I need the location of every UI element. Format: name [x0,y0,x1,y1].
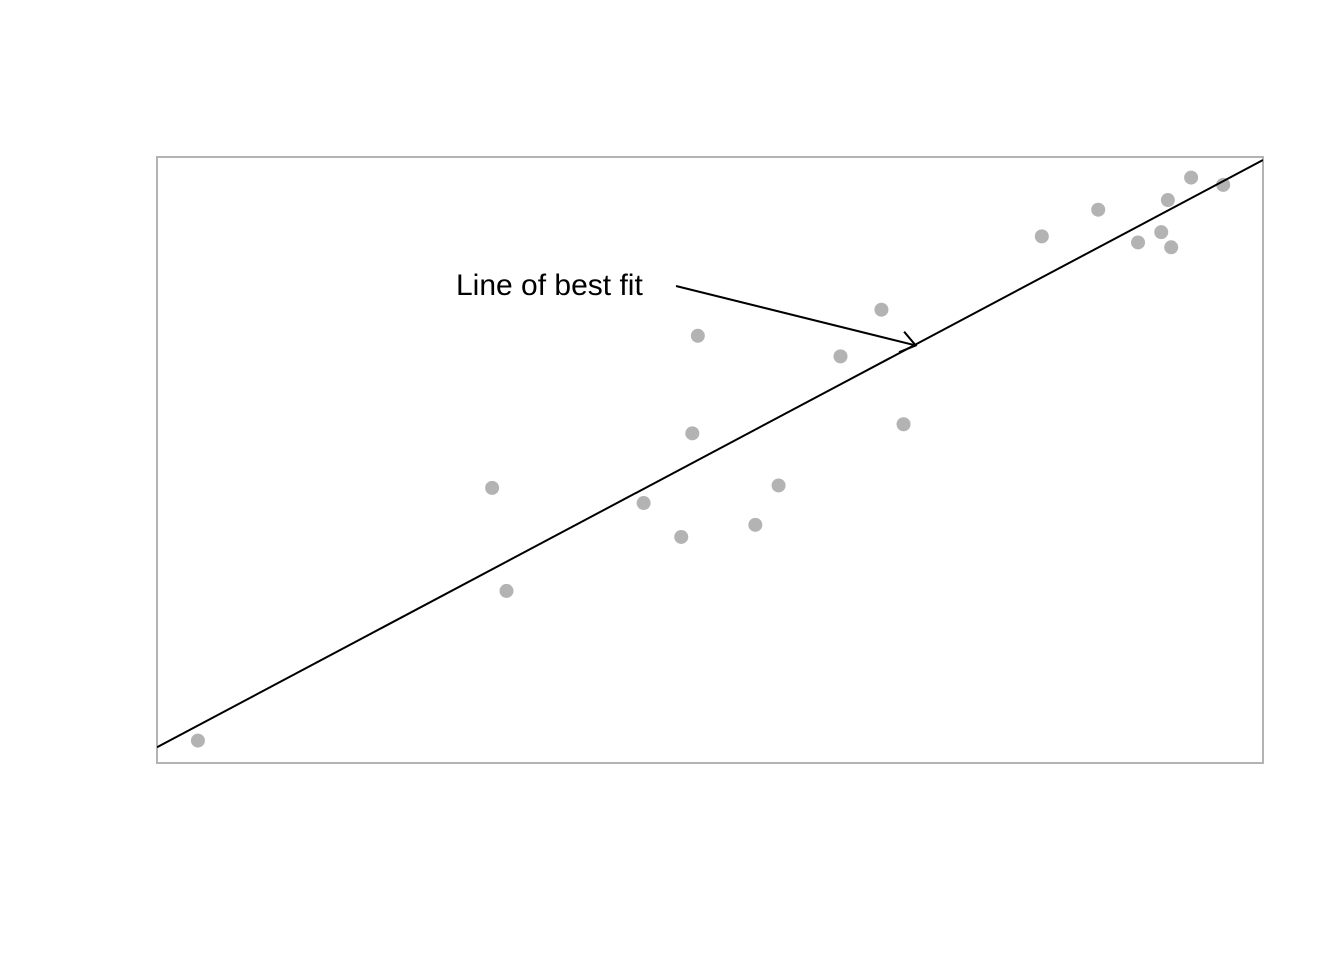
data-point-14 [1091,202,1106,217]
data-point-16 [1154,225,1169,240]
data-point-8 [748,517,763,532]
best-fit-line [157,159,1263,749]
data-point-13 [1034,229,1049,244]
data-point-3 [499,583,514,598]
data-point-9 [771,478,786,493]
data-point-5 [674,529,689,544]
data-point-4 [636,496,651,511]
plot-frame [156,156,1264,764]
data-point-7 [690,328,705,343]
data-point-11 [874,302,889,317]
annotation-arrow-head [898,331,918,354]
data-point-20 [1216,177,1231,192]
data-point-1 [190,733,205,748]
data-point-2 [485,480,500,495]
annotation-arrow [675,285,918,354]
data-point-12 [896,417,911,432]
data-point-15 [1131,235,1146,250]
annotation-label: Line of best fit [456,269,643,302]
data-point-19 [1184,170,1199,185]
data-point-10 [833,349,848,364]
data-point-6 [685,426,700,441]
data-point-17 [1160,193,1175,208]
annotation-arrow-shaft [675,285,916,347]
data-points [190,170,1231,748]
data-point-18 [1164,240,1179,255]
